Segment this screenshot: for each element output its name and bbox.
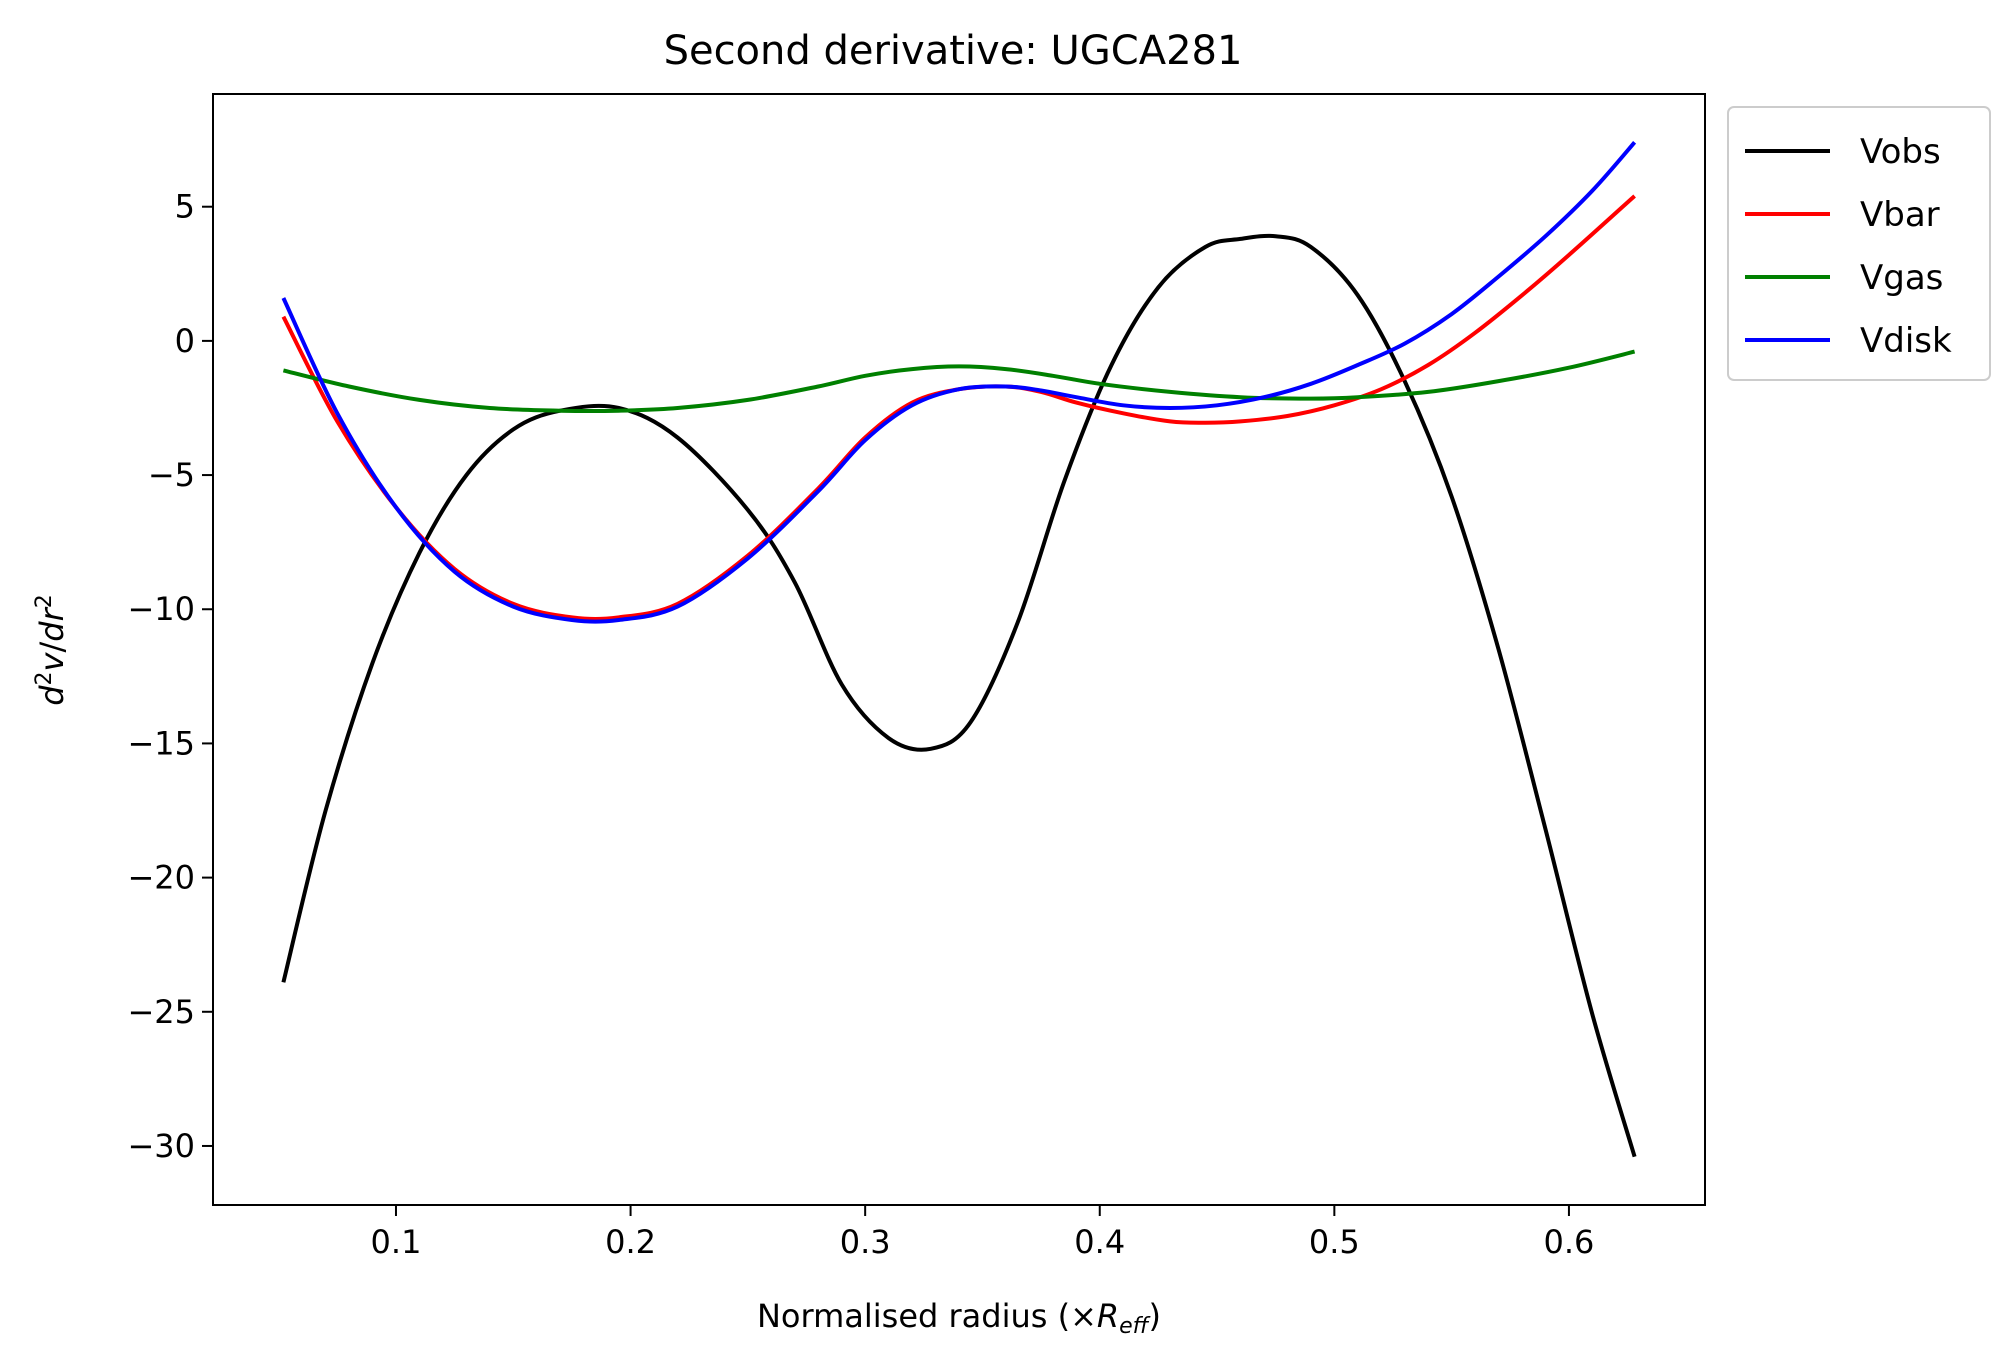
legend: Vobs Vbar Vgas Vdisk: [1727, 106, 1991, 381]
y-tick-label: −30: [127, 1127, 195, 1165]
legend-label-vdisk: Vdisk: [1860, 321, 1952, 361]
legend-entries: Vobs Vbar Vgas Vdisk: [1745, 132, 1952, 361]
x-tick-label: 0.1: [371, 1223, 422, 1261]
legend-label-vgas: Vgas: [1860, 258, 1943, 298]
series-line-vobs: [281, 233, 1637, 1158]
y-tick-label: −10: [127, 590, 195, 628]
series-line-vdisk: [281, 140, 1637, 624]
y-tick-label: −25: [127, 993, 195, 1031]
y-axis-label: d2v/dr2: [32, 594, 71, 706]
x-axis-label: Normalised radius (×Reff): [757, 1297, 1161, 1339]
x-tick-label: 0.5: [1309, 1223, 1360, 1261]
legend-frame: [1727, 106, 1991, 381]
series-line-vgas: [282, 349, 1636, 413]
legend-label-vobs: Vobs: [1860, 132, 1941, 172]
legend-label-vbar: Vbar: [1860, 195, 1940, 235]
x-tick-label: 0.6: [1543, 1223, 1594, 1261]
y-tick-label: −20: [127, 859, 195, 897]
y-axis-ticks: −30 −25 −20 −15 −10 −5 0 5: [127, 188, 213, 1165]
x-tick-label: 0.3: [840, 1223, 891, 1261]
x-tick-label: 0.4: [1074, 1223, 1125, 1261]
y-tick-label: 0: [175, 322, 195, 360]
x-tick-label: 0.2: [605, 1223, 656, 1261]
series-layer: [281, 140, 1637, 1158]
y-tick-label: 5: [175, 188, 195, 226]
y-tick-label: −15: [127, 724, 195, 762]
chart-title: Second derivative: UGCA281: [664, 28, 1243, 74]
y-tick-label: −5: [148, 456, 195, 494]
plot-frame: [212, 93, 1706, 1206]
x-axis-ticks: 0.1 0.2 0.3 0.4 0.5 0.6: [371, 1205, 1594, 1261]
